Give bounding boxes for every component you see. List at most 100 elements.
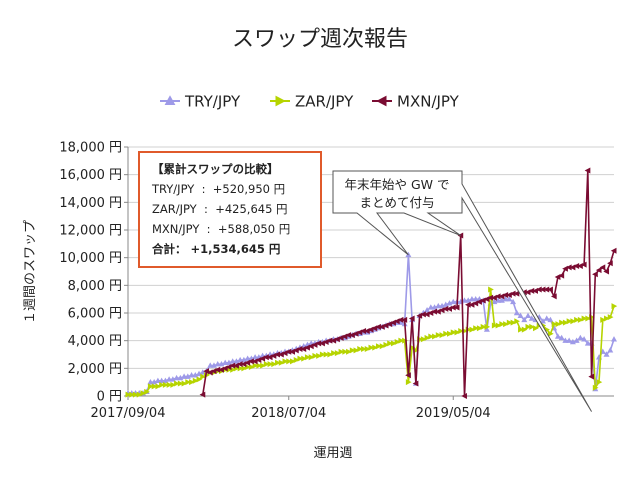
y-axis-label: １週間のスワップ bbox=[23, 220, 38, 324]
data-point bbox=[286, 358, 292, 365]
data-point bbox=[260, 362, 266, 369]
data-point bbox=[151, 378, 158, 385]
data-point bbox=[225, 359, 232, 365]
data-point bbox=[177, 374, 184, 381]
summary-row-try: TRY/JPY : +520,950 円 bbox=[152, 182, 286, 196]
data-point bbox=[364, 345, 371, 352]
series-zar-jpy bbox=[125, 286, 618, 398]
data-point bbox=[488, 286, 494, 293]
data-point bbox=[521, 326, 528, 333]
data-point bbox=[502, 292, 509, 299]
data-point bbox=[390, 340, 397, 347]
data-point bbox=[487, 294, 494, 301]
x-axis-label: 運用週 bbox=[313, 446, 352, 461]
data-point bbox=[473, 325, 479, 332]
data-point bbox=[595, 267, 602, 274]
data-point bbox=[184, 373, 191, 379]
x-tick-label: 2017/09/04 bbox=[91, 406, 166, 421]
data-point bbox=[580, 261, 587, 268]
data-point bbox=[607, 260, 613, 267]
data-point bbox=[174, 380, 180, 387]
data-point bbox=[447, 330, 453, 337]
legend-marker bbox=[376, 95, 387, 107]
data-point bbox=[248, 363, 255, 370]
data-point bbox=[450, 329, 457, 336]
data-point bbox=[169, 376, 176, 382]
y-tick-label: 6,000 円 bbox=[68, 307, 122, 322]
data-point bbox=[263, 354, 269, 361]
annotation-line-2: まとめて付与 bbox=[359, 195, 434, 210]
data-point bbox=[450, 304, 456, 311]
data-point bbox=[214, 366, 221, 373]
data-point bbox=[439, 302, 446, 309]
data-point bbox=[513, 309, 520, 316]
data-point bbox=[301, 355, 307, 362]
data-point bbox=[357, 345, 363, 352]
data-point bbox=[420, 336, 427, 343]
data-point bbox=[491, 298, 498, 305]
data-point bbox=[518, 326, 524, 333]
data-point bbox=[573, 337, 580, 343]
annotation-line-1: 年末年始や GW で bbox=[345, 177, 450, 192]
data-point bbox=[267, 361, 274, 368]
y-axis-ticks: 0 円 2,000 円 4,000 円 6,000 円 8,000 円 10,000 円 1… bbox=[59, 141, 128, 405]
data-point bbox=[252, 362, 259, 369]
data-point bbox=[503, 321, 509, 328]
data-point bbox=[397, 316, 404, 323]
data-point bbox=[375, 323, 381, 330]
data-point bbox=[240, 356, 247, 363]
data-point bbox=[607, 314, 614, 321]
data-point bbox=[566, 318, 573, 325]
data-point bbox=[454, 329, 461, 336]
summary-total: 合計： +1,534,645 円 bbox=[152, 242, 281, 256]
data-point bbox=[383, 341, 390, 348]
data-point bbox=[296, 345, 303, 352]
data-point bbox=[424, 334, 431, 341]
data-point bbox=[600, 316, 606, 323]
data-point bbox=[592, 271, 598, 278]
data-point bbox=[509, 290, 516, 297]
data-point bbox=[491, 322, 498, 329]
data-point bbox=[498, 297, 505, 303]
data-point bbox=[506, 295, 513, 302]
data-point bbox=[185, 379, 192, 386]
data-point bbox=[285, 348, 292, 355]
data-point bbox=[558, 272, 565, 279]
data-point bbox=[428, 333, 435, 340]
data-point bbox=[297, 355, 304, 362]
data-point bbox=[394, 339, 401, 346]
data-point bbox=[245, 363, 251, 370]
data-point bbox=[439, 332, 446, 339]
data-point bbox=[574, 316, 580, 323]
data-point bbox=[529, 323, 535, 330]
data-point bbox=[275, 359, 281, 366]
data-point bbox=[432, 333, 438, 340]
data-point bbox=[510, 319, 517, 326]
data-point bbox=[424, 307, 431, 313]
data-point bbox=[588, 373, 595, 380]
data-point bbox=[420, 311, 426, 318]
data-point bbox=[480, 323, 487, 330]
data-point bbox=[170, 381, 177, 388]
legend-label: MXN/JPY bbox=[397, 93, 460, 111]
data-point bbox=[461, 393, 467, 399]
data-point bbox=[603, 268, 610, 275]
y-tick-label: 16,000 円 bbox=[59, 168, 122, 183]
data-point bbox=[551, 321, 558, 328]
data-point bbox=[577, 334, 584, 341]
data-point bbox=[346, 348, 352, 355]
data-point bbox=[312, 352, 319, 359]
data-point bbox=[525, 323, 532, 330]
legend-item: TRY/JPY bbox=[160, 93, 241, 111]
summary-row-zar: ZAR/JPY : +425,645 円 bbox=[152, 202, 288, 216]
data-point bbox=[453, 304, 460, 311]
legend-marker bbox=[275, 95, 286, 107]
data-point bbox=[289, 358, 296, 365]
legend: TRY/JPY ZAR/JPY MXN/JPY bbox=[160, 93, 460, 111]
data-point bbox=[585, 315, 592, 322]
data-point bbox=[458, 327, 464, 334]
data-point bbox=[140, 390, 147, 397]
legend-marker bbox=[164, 95, 176, 105]
data-point bbox=[155, 383, 162, 390]
